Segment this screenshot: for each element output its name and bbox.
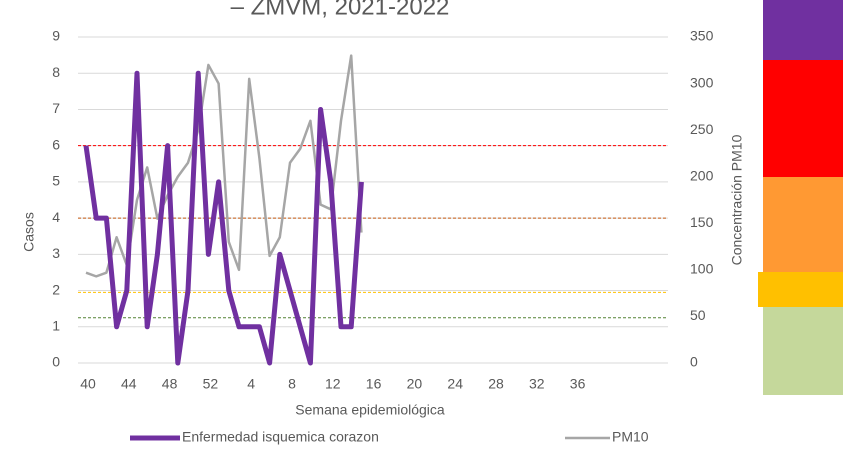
band-green — [763, 307, 843, 395]
series-line — [83, 70, 364, 366]
y-tick-label: 3 — [52, 245, 60, 261]
x-tick-label: 16 — [366, 376, 382, 392]
y2-tick-label: 300 — [690, 74, 714, 90]
y2-tick-label: 200 — [690, 167, 714, 183]
y-axis-label: Casos — [21, 212, 37, 252]
x-tick-label: 52 — [203, 376, 219, 392]
band-red — [763, 60, 843, 177]
y2-tick-label: 0 — [690, 354, 698, 370]
x-tick-label: 20 — [407, 376, 423, 392]
y2-tick-label: 50 — [690, 307, 706, 323]
y2-tick-label: 250 — [690, 121, 714, 137]
y2-tick-label: 100 — [690, 261, 714, 277]
x-tick-label: 48 — [162, 376, 178, 392]
x-tick-label: 44 — [121, 376, 137, 392]
y-tick-label: 7 — [52, 100, 60, 116]
y-tick-label: 5 — [52, 173, 60, 189]
y2-axis-label: Concentración PM10 — [729, 134, 745, 265]
x-tick-label: 24 — [447, 376, 463, 392]
x-tick-label: 28 — [488, 376, 504, 392]
x-tick-label: 32 — [529, 376, 545, 392]
x-tick-label: 4 — [247, 376, 255, 392]
y-tick-label: 8 — [52, 64, 60, 80]
band-orange — [763, 177, 843, 272]
legend-label: Enfermedad isquemica corazon — [182, 429, 379, 445]
y-tick-label: 9 — [52, 28, 60, 44]
x-tick-label: 36 — [570, 376, 586, 392]
band-yellow — [758, 272, 843, 307]
chart-title: – ZMVM, 2021-2022 — [231, 0, 450, 20]
y-tick-label: 0 — [52, 354, 60, 370]
y2-tick-label: 150 — [690, 214, 714, 230]
y-tick-label: 1 — [52, 317, 60, 333]
y-tick-label: 2 — [52, 281, 60, 297]
y-tick-label: 4 — [52, 209, 60, 225]
x-axis-label: Semana epidemiológica — [295, 402, 445, 418]
x-tick-label: 8 — [288, 376, 296, 392]
y2-tick-label: 350 — [690, 28, 714, 44]
x-tick-label: 12 — [325, 376, 341, 392]
y-tick-label: 6 — [52, 136, 60, 152]
x-tick-label: 40 — [80, 376, 96, 392]
legend-label: PM10 — [612, 429, 649, 445]
band-purple — [763, 0, 843, 60]
